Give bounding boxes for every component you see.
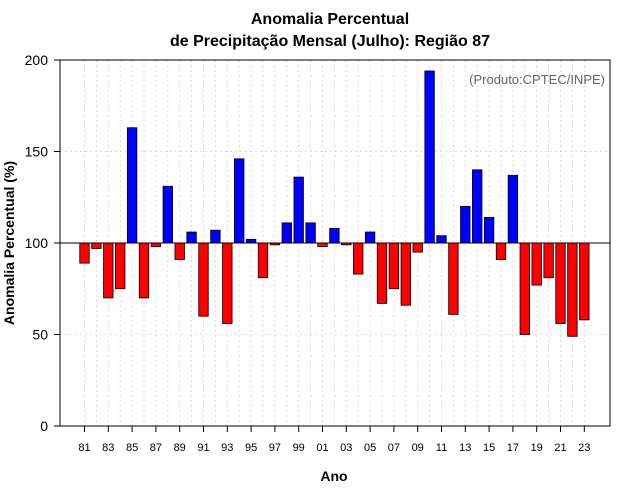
bar-04 [353, 242, 364, 275]
bar-17 [507, 174, 519, 244]
bar-21 [555, 242, 566, 324]
x-tick-label: 05 [364, 442, 376, 454]
x-axis: 81 83 85 87 89 91 93 95 97 99 01 03 05 07 09 11 13 15 17 19… [78, 426, 590, 454]
x-tick-label: 95 [245, 442, 257, 454]
bar-10 [424, 70, 435, 244]
x-tick-label: 15 [483, 442, 495, 454]
bar-23 [579, 242, 590, 321]
bar-98 [281, 222, 292, 244]
bar-95 [245, 238, 257, 244]
x-tick-label: 89 [174, 442, 186, 454]
bar-01 [317, 242, 328, 248]
bar-00 [305, 222, 316, 244]
x-tick-label: 13 [459, 442, 471, 454]
bar-93 [222, 242, 233, 324]
x-tick-label: 81 [78, 442, 90, 454]
bar-14 [472, 169, 483, 244]
y-tick-label: 0 [40, 418, 48, 434]
x-tick-label: 83 [102, 442, 114, 454]
bar-81 [79, 242, 90, 264]
x-tick-label: 01 [316, 442, 328, 454]
bar-08 [400, 242, 411, 306]
x-tick-label: 97 [269, 442, 281, 454]
x-tick-label: 17 [507, 442, 519, 454]
x-tick-label: 85 [126, 442, 138, 454]
x-tick-label: 11 [436, 442, 447, 454]
bar-85 [126, 127, 138, 244]
bar-99 [293, 176, 304, 244]
x-tick-label: 91 [197, 442, 209, 454]
x-tick-label: 21 [554, 442, 566, 454]
bar-20 [543, 242, 554, 279]
bars [79, 70, 590, 337]
bar-91 [198, 242, 209, 317]
x-tick-label: 09 [412, 442, 424, 454]
bar-87 [150, 242, 162, 248]
y-axis: 0 50 100 150 200 [25, 52, 60, 434]
bar-15 [483, 216, 495, 244]
bar-16 [495, 242, 507, 260]
y-axis-label: Anomalia Percentual (%) [1, 161, 17, 325]
x-tick-label: 87 [150, 442, 162, 454]
bar-18 [519, 242, 530, 335]
y-tick-label: 150 [25, 144, 49, 160]
chart-title: Anomalia Percentual [251, 11, 409, 28]
x-tick-label: 93 [221, 442, 233, 454]
bar-22 [567, 242, 578, 337]
bar-07 [388, 242, 400, 290]
x-axis-label: Ano [320, 468, 347, 484]
bar-86 [138, 242, 150, 299]
bar-84 [115, 242, 126, 290]
bar-89 [174, 242, 185, 260]
bar-06 [376, 242, 388, 304]
x-tick-label: 19 [531, 442, 543, 454]
x-tick-label: 23 [578, 442, 590, 454]
bar-92 [210, 229, 221, 244]
bar-09 [412, 242, 423, 253]
bar-82 [91, 242, 102, 249]
bar-83 [103, 242, 114, 299]
bar-94 [234, 158, 245, 244]
y-tick-label: 100 [25, 235, 49, 251]
x-tick-label: 03 [340, 442, 352, 454]
bar-02 [329, 227, 340, 244]
bar-88 [162, 185, 173, 244]
bar-96 [257, 242, 269, 279]
credit-text: (Produto:CPTEC/INPE) [469, 72, 605, 87]
chart-subtitle: de Precipitação Mensal (Julho): Região 8… [170, 33, 490, 50]
bar-19 [531, 242, 542, 286]
y-tick-label: 50 [32, 327, 48, 343]
x-tick-label: 07 [388, 442, 400, 454]
bar-05 [364, 231, 376, 244]
bar-90 [186, 231, 197, 244]
x-tick-label: 99 [293, 442, 305, 454]
bar-13 [460, 205, 471, 244]
y-tick-label: 200 [25, 52, 49, 68]
bar-11 [436, 235, 447, 244]
bar-12 [448, 242, 459, 315]
